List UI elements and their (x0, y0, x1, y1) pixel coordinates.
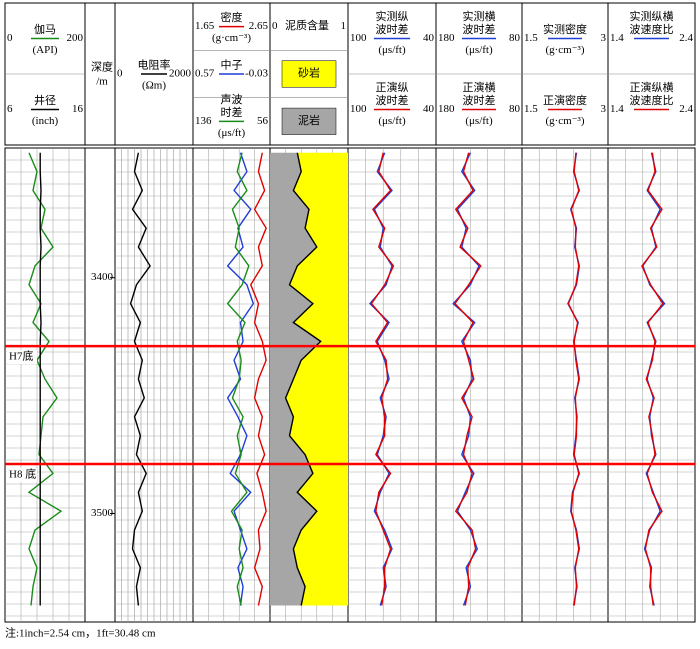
log-curve (642, 152, 666, 606)
log-curve (129, 152, 151, 606)
scale-max: 2.4 (679, 32, 693, 44)
marker-label-bg (7, 468, 37, 482)
scale-min: 0.57 (195, 68, 215, 80)
scale-max: 3 (601, 32, 607, 44)
log-curve (226, 152, 250, 606)
scale-max: 200 (67, 32, 84, 44)
log-curve (249, 152, 267, 606)
scale-min: 136 (195, 115, 212, 127)
marker-label-bg (7, 350, 37, 365)
curve-unit: (μs/ft) (465, 44, 493, 56)
scale-min: 6 (7, 103, 13, 115)
curve-name: 实测纵横 (630, 9, 674, 23)
scale-max: 80 (509, 103, 521, 115)
scale-min: 1.5 (524, 103, 538, 115)
log-curve (226, 152, 255, 606)
scale-min: 1.4 (610, 103, 624, 115)
log-curve (39, 152, 42, 606)
marker-label: H8 底 (9, 467, 36, 481)
scale-min: 1.5 (524, 32, 538, 44)
log-curve (641, 152, 664, 606)
curve-name: 正演密度 (543, 93, 587, 107)
curve-unit: (API) (32, 44, 57, 56)
lithology-label: 泥岩 (298, 113, 320, 127)
scale-max: -0.03 (245, 68, 268, 80)
scale-max: 40 (423, 103, 435, 115)
sandstone-fill (270, 152, 321, 606)
scale-max: 56 (257, 115, 269, 127)
body-frame (4, 147, 696, 623)
curve-name: 波速度比 (630, 22, 674, 36)
depth-tick-label: 3500 (91, 507, 114, 519)
log-curve (452, 152, 480, 606)
scale-max: 2.4 (679, 103, 693, 115)
scale-max: 80 (509, 32, 521, 44)
log-curve (369, 152, 393, 606)
curve-name: 中子 (221, 59, 243, 72)
curve-unit: (g·cm⁻³) (212, 32, 251, 44)
scale-max: 3 (601, 103, 607, 115)
scale-min: 0 (272, 20, 278, 32)
lithology-label: 砂岩 (298, 66, 320, 80)
log-curve (567, 152, 580, 606)
curve-name: 伽马 (34, 22, 56, 36)
curve-name: 正演纵 (376, 80, 409, 94)
curve-unit: (Ωm) (142, 80, 166, 92)
scale-max: 1 (341, 20, 347, 32)
scale-min: 100 (350, 32, 367, 44)
curve-name: 实测横 (463, 9, 496, 23)
curve-name: 井径 (34, 93, 56, 107)
lithology-swatch (281, 107, 337, 135)
footnote: 注:1inch=2.54 cm，1ft=30.48 cm (5, 626, 156, 640)
curve-unit: (g·cm⁻³) (545, 44, 584, 56)
log-curve (370, 152, 395, 606)
curve-unit: (μs/ft) (378, 44, 406, 56)
scale-max: 2.65 (249, 20, 269, 32)
curve-name: 时差 (221, 105, 243, 119)
curve-unit: (μs/ft) (218, 127, 246, 139)
curve-unit: (inch) (32, 115, 59, 127)
curve-name: 泥质含量 (285, 18, 329, 32)
scale-min: 180 (438, 103, 455, 115)
scale-min: 100 (350, 103, 367, 115)
shale-fill (285, 152, 348, 606)
curve-name: 正演横 (463, 80, 496, 94)
curve-name: 正演纵横 (630, 80, 674, 94)
curve-unit: (μs/ft) (465, 115, 493, 127)
scale-min: 1.4 (610, 32, 624, 44)
marker-label: H7底 (9, 349, 33, 363)
curve-name: 波时差 (463, 22, 496, 36)
scale-max: 2000 (169, 68, 192, 80)
depth-title: /m (96, 76, 108, 88)
curve-name: 声波 (221, 92, 243, 106)
scale-min: 0 (7, 32, 13, 44)
curve-name: 实测纵 (376, 9, 409, 23)
curve-name: 波时差 (376, 22, 409, 36)
curve-name: 密度 (221, 10, 243, 24)
scale-max: 40 (423, 32, 435, 44)
scale-min: 1.65 (195, 20, 215, 32)
curve-name: 实测密度 (543, 22, 587, 36)
curve-name: 波速度比 (630, 93, 674, 107)
scale-min: 180 (438, 32, 455, 44)
log-curve (284, 152, 322, 606)
curve-name: 电阻率 (138, 58, 171, 72)
curve-unit: (μs/ft) (378, 115, 406, 127)
scale-max: 16 (72, 103, 84, 115)
curve-name: 波时差 (376, 93, 409, 107)
log-curve (454, 152, 482, 606)
curve-unit: (g·cm⁻³) (545, 115, 584, 127)
lithology-swatch (281, 60, 337, 88)
scale-min: 0 (117, 68, 123, 80)
depth-title: 深度 (91, 60, 113, 74)
depth-tick-label: 3400 (91, 271, 114, 283)
curve-name: 波时差 (463, 93, 496, 107)
log-curve (27, 152, 63, 606)
